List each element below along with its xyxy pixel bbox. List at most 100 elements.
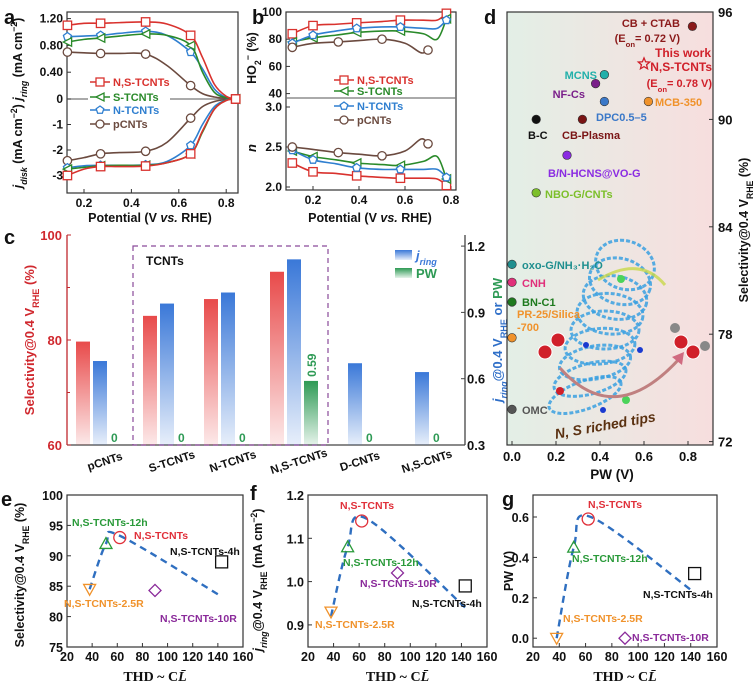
y-tick-label: 0.3 [467, 438, 485, 453]
y-tick-label: 0.6 [467, 372, 485, 387]
s-atom [617, 275, 625, 283]
label-part: (%) [245, 32, 259, 55]
x-tick-label: 0.4 [123, 196, 140, 210]
y-tick-label: 84 [718, 220, 733, 235]
selectivity-bar [204, 299, 218, 445]
point-label: OMC [522, 405, 548, 417]
marker-triangle-left [94, 91, 105, 103]
label-part: (%) [737, 158, 751, 181]
point-label: N,S-TCNTs-10R [360, 578, 437, 590]
x-axis-label: THD ~ CL̄ [366, 670, 429, 685]
data-point: OMC [507, 404, 548, 417]
y-tick-label: 60 [48, 438, 62, 453]
series-N-TCNTs [287, 15, 452, 182]
marker-star [636, 56, 652, 71]
point-marker [531, 114, 541, 124]
data-point: N,S-TCNTs [581, 499, 642, 526]
data-point: N,S-TCNTs-2.5R [64, 583, 144, 610]
data-point: N,S-TCNTs-2.5R [315, 606, 395, 631]
label-part: Potential (V [308, 211, 380, 225]
legend-swatch [395, 250, 412, 260]
panel-letter: g [502, 489, 514, 511]
group-label: TCNTs [146, 254, 184, 268]
marker-circle [95, 48, 106, 59]
data-point: N,S-TCNTs-2.5R [549, 613, 643, 646]
panel-letter: e [1, 489, 12, 511]
x-tick-label: 80 [605, 650, 619, 664]
data-point: DPC0.5–5 [596, 96, 647, 124]
pw-value-label: 0.59 [305, 353, 319, 377]
legend-label: N,S-TCNTs [357, 75, 414, 87]
legend-item: pCNTs [334, 115, 392, 127]
marker-circle [377, 34, 387, 45]
selectivity-bar [76, 341, 90, 445]
cb-ctab-eon: (Eon= 0.72 V) [615, 33, 681, 49]
marker-circle [355, 514, 369, 528]
label-part: = 0.78 V) [667, 78, 712, 90]
data-point: N,S-TCNTs-10R [360, 566, 437, 590]
point-label: N,S-TCNTs-2.5R [315, 619, 395, 631]
label-part: j [11, 97, 25, 103]
y-tick-label: 0.9 [467, 305, 485, 320]
x-tick-label: 0.2 [305, 193, 322, 207]
point-label: N,S-TCNTs-12h [572, 553, 648, 565]
disk-curve [67, 98, 236, 177]
marker-circle [581, 512, 595, 526]
point-label: N,S-TCNTs-12h [343, 557, 419, 569]
y-tick-label: 72 [718, 435, 732, 450]
point-marker [590, 78, 601, 89]
jring-bar [348, 363, 362, 445]
label-part: (E [615, 33, 626, 45]
data-point: N,S-TCNTs [340, 500, 394, 528]
label-part: Selectivity@0.4 V [737, 198, 751, 302]
marker-triangle-up [98, 536, 114, 550]
x-axis-label: Potential (V vs. RHE) [308, 211, 432, 225]
marker-square [339, 75, 349, 85]
x-tick-label: 140 [207, 650, 228, 664]
point-label: B-C [528, 130, 548, 142]
oxygen-atom [685, 344, 701, 360]
marker-circle [423, 45, 433, 55]
marker-pentagon [308, 30, 318, 40]
panel-g: g 20 40 60 80 100 120 140 160 0.0 0.2 0.4 0.6 THD ~ C… [502, 489, 727, 685]
label-part: (mA cm [11, 32, 25, 81]
y-tick-label: 3.0 [265, 100, 282, 114]
marker-square [95, 18, 106, 29]
plot-frame [66, 494, 244, 648]
data-point: NBO-G/CNTs [531, 188, 613, 201]
marker-square [95, 77, 105, 87]
marker-square [214, 555, 229, 569]
label-part: −2 [249, 513, 259, 523]
point-label: N,S-TCNTs-2.5R [64, 598, 144, 610]
marker-triangle-up [566, 539, 581, 553]
marker-circle [62, 47, 73, 57]
marker-circle [95, 148, 106, 159]
point-label: N,S-TCNTs [340, 500, 394, 512]
marker-square [458, 579, 472, 593]
x-tick-label: 0.8 [679, 449, 697, 464]
marker-circle [140, 146, 151, 157]
hydrogen-atom [700, 341, 710, 351]
point-label: N,S-TCNTs [134, 530, 188, 542]
label-part: −2 [9, 22, 19, 32]
marker-pentagon [95, 105, 105, 114]
data-point: B-C [528, 114, 548, 142]
y-tick-label: 85 [49, 580, 63, 594]
marker-diamond [390, 566, 405, 580]
panel-b: b 0.2 0.4 0.6 0.8 40 60 80 100 2.0 2.5 3.0 Potential… [243, 5, 460, 225]
panel-letter: c [4, 227, 15, 249]
marker-circle [140, 49, 151, 59]
y-tick-label: 1.1 [287, 532, 304, 546]
data-point: N,S-TCNTs-4h [643, 566, 713, 601]
marker-square [140, 161, 151, 171]
point-label: MCB-350 [655, 97, 702, 109]
x-tick-label: 120 [182, 650, 203, 664]
marker-triangle-down [82, 583, 97, 597]
y-tick-label: 0.80 [40, 38, 64, 52]
data-point: BN-C1 [507, 297, 556, 309]
ring-curve [67, 21, 236, 100]
label-part: disk [19, 166, 29, 185]
this-work-name: N,S-TCNTs [650, 60, 712, 74]
x-tick-label: 20 [526, 650, 540, 664]
marker-square [62, 170, 73, 181]
